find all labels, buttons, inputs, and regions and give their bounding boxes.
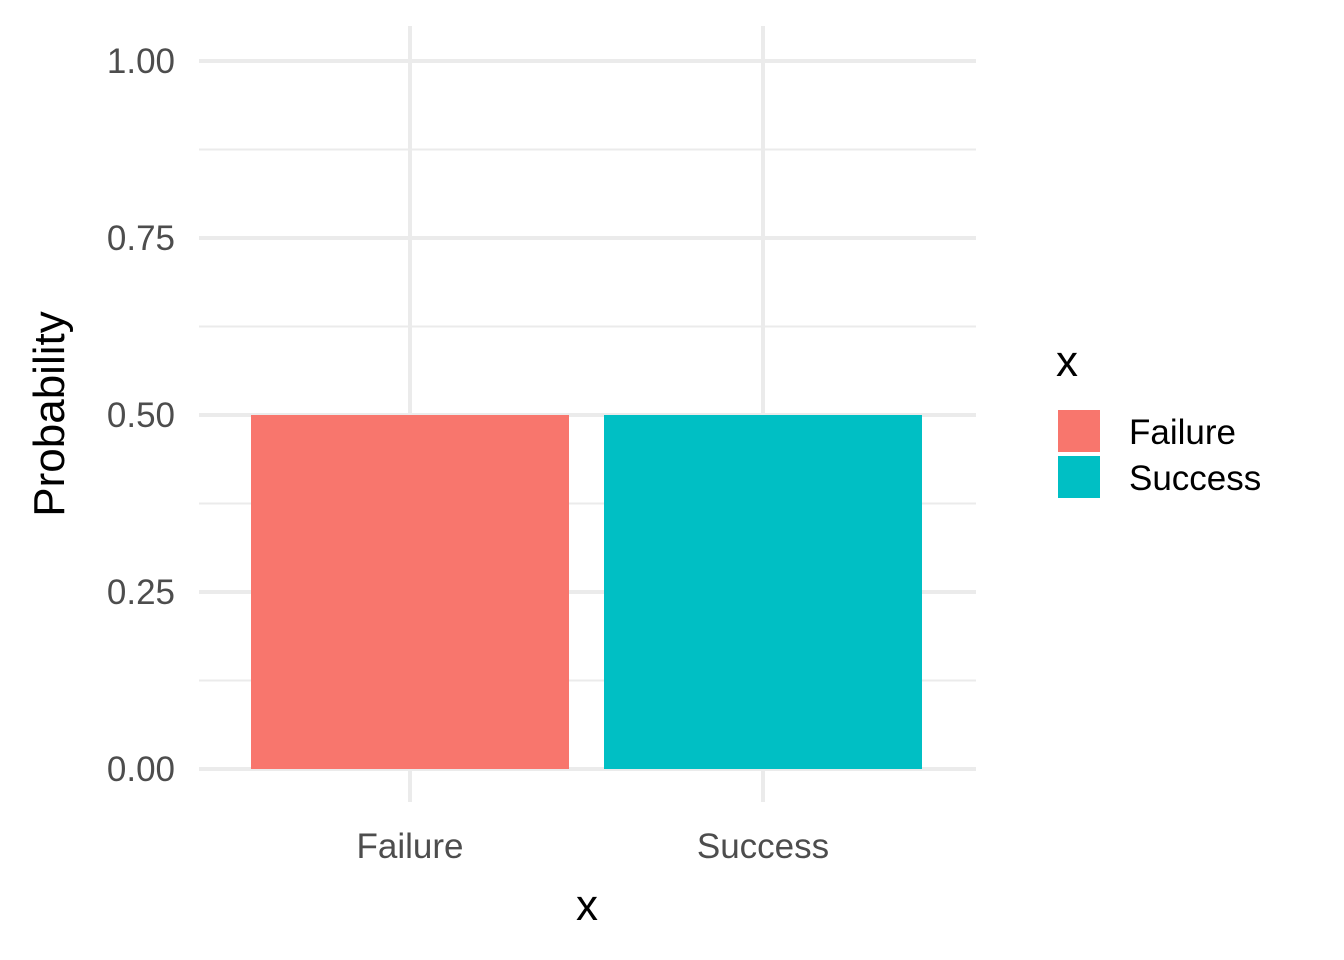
legend: x Failure Success (1056, 337, 1261, 498)
y-tick-label: 0.00 (107, 750, 175, 789)
legend-swatch-failure (1058, 410, 1100, 452)
legend-label-success: Success (1129, 459, 1261, 498)
y-tick-label: 0.25 (107, 573, 175, 612)
legend-swatch-success (1058, 456, 1100, 498)
bars-layer (251, 415, 922, 769)
y-tick-label: 1.00 (107, 42, 175, 81)
legend-title: x (1056, 337, 1078, 386)
y-tick-label: 0.50 (107, 396, 175, 435)
legend-entries: Failure Success (1058, 410, 1261, 498)
x-axis-title: x (576, 881, 598, 930)
y-axis-ticks: 0.00 0.25 0.50 0.75 1.00 (107, 42, 175, 789)
y-tick-label: 0.75 (107, 219, 175, 258)
y-axis-title: Probability (25, 311, 74, 516)
bar-failure (251, 415, 569, 769)
bar-success (604, 415, 922, 769)
x-tick-label: Success (697, 827, 829, 866)
x-axis-ticks: Failure Success (357, 827, 830, 866)
legend-label-failure: Failure (1129, 413, 1236, 452)
x-tick-label: Failure (357, 827, 464, 866)
